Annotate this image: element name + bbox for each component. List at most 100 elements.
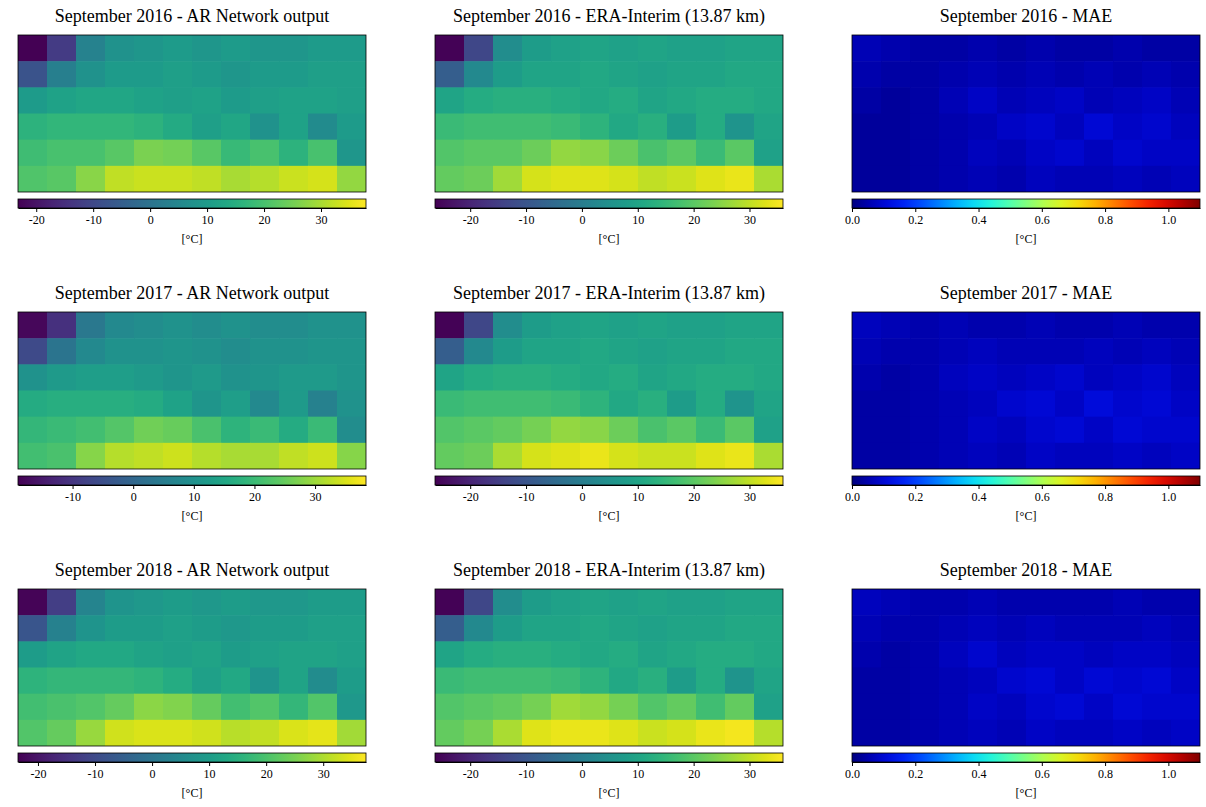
heatmap-cell xyxy=(725,589,755,616)
heatmap-cell xyxy=(939,87,969,114)
heatmap-cell xyxy=(47,641,77,668)
heatmap-cell xyxy=(221,140,251,167)
tick: -10 xyxy=(88,762,104,781)
tick: 10 xyxy=(202,208,214,227)
heatmap-cell xyxy=(192,615,222,642)
heatmap-cell xyxy=(105,35,135,62)
heatmap-cell xyxy=(696,641,726,668)
heatmap-cell xyxy=(939,35,969,62)
heatmap-cell xyxy=(910,641,940,668)
tick: 0.8 xyxy=(1098,762,1113,781)
heatmap-cell xyxy=(1113,61,1143,88)
heatmap-cell xyxy=(696,364,726,391)
heatmap-cell xyxy=(493,312,523,339)
heatmap-cell xyxy=(308,641,338,668)
tick: 0.2 xyxy=(908,762,923,781)
heatmap-cell xyxy=(221,87,251,114)
heatmap-cell xyxy=(308,114,338,141)
heatmap-cell xyxy=(1171,641,1200,668)
heatmap-cell xyxy=(308,364,338,391)
heatmap-cell xyxy=(1055,140,1085,167)
colorbar xyxy=(435,753,783,762)
heatmap-cell xyxy=(696,417,726,444)
heatmap-cell xyxy=(192,35,222,62)
heatmap-cell xyxy=(939,443,969,469)
heatmap-cell xyxy=(997,338,1027,365)
heatmap-cell xyxy=(337,140,366,167)
heatmap-cell xyxy=(279,417,309,444)
heatmap-cell xyxy=(308,312,338,339)
heatmap-cell xyxy=(250,443,280,469)
heatmap-cell xyxy=(638,720,668,746)
tick-mark xyxy=(749,485,750,489)
heatmap-cell xyxy=(221,114,251,141)
heatmap-cell xyxy=(221,391,251,418)
heatmap-cell xyxy=(279,114,309,141)
heatmap-cell xyxy=(435,668,465,695)
tick-label: 0 xyxy=(131,490,137,504)
heatmap-cell xyxy=(105,417,135,444)
heatmap-cell xyxy=(47,87,77,114)
heatmap-cell xyxy=(279,720,309,746)
tick-label: -10 xyxy=(519,213,535,227)
tick-label: 30 xyxy=(310,490,322,504)
colorbar-label: [°C] xyxy=(599,509,620,523)
heatmap-cell xyxy=(250,61,280,88)
tick-label: 30 xyxy=(316,213,328,227)
tick-mark xyxy=(979,208,980,212)
heatmap-cell xyxy=(609,615,639,642)
tick-label: 30 xyxy=(318,767,330,781)
heatmap-cell xyxy=(192,391,222,418)
heatmap-cell xyxy=(667,615,697,642)
heatmap-cell xyxy=(968,417,998,444)
heatmap-cell xyxy=(337,641,366,668)
heatmap-cell xyxy=(1171,114,1200,141)
heatmap-cell xyxy=(1055,61,1085,88)
tick-mark xyxy=(694,485,695,489)
heatmap-cell xyxy=(76,443,106,469)
heatmap-cell xyxy=(18,417,48,444)
heatmap-cell xyxy=(1142,417,1172,444)
heatmap-cell xyxy=(725,391,755,418)
heatmap-cell xyxy=(192,720,222,746)
heatmap-cell xyxy=(250,720,280,746)
panel: September 2016 - AR Network output-20-10… xyxy=(18,6,367,246)
heatmap-cell xyxy=(1142,589,1172,616)
heatmap-cell xyxy=(464,668,494,695)
heatmap-cell xyxy=(18,140,48,167)
colorbar-axis-line xyxy=(19,208,367,209)
heatmap-cell xyxy=(939,114,969,141)
tick-label: -20 xyxy=(29,213,45,227)
tick-label: -20 xyxy=(463,213,479,227)
heatmap-cell xyxy=(47,443,77,469)
heatmap-cell xyxy=(221,312,251,339)
heatmap-cell xyxy=(580,641,610,668)
tick-label: -20 xyxy=(463,767,479,781)
heatmap-cell xyxy=(435,61,465,88)
heatmap-cell xyxy=(997,312,1027,339)
heatmap-cell xyxy=(910,140,940,167)
heatmap-cell xyxy=(1142,114,1172,141)
heatmap-cells xyxy=(852,589,1200,746)
tick-mark xyxy=(852,208,853,212)
heatmap-cell xyxy=(1113,166,1143,192)
heatmap-cell xyxy=(910,35,940,62)
map-frame xyxy=(18,589,366,746)
heatmap-cell xyxy=(337,166,366,192)
heatmap-cell xyxy=(609,694,639,721)
heatmap-cell xyxy=(192,140,222,167)
tick-label: 20 xyxy=(688,213,700,227)
heatmap-cell xyxy=(279,641,309,668)
heatmap-cell xyxy=(1084,338,1114,365)
heatmap-cell xyxy=(638,35,668,62)
heatmap-cell xyxy=(163,140,193,167)
tick-label: 10 xyxy=(202,213,214,227)
heatmap-cell xyxy=(1142,443,1172,469)
tick: 0 xyxy=(579,485,585,504)
heatmap-cell xyxy=(522,417,552,444)
heatmap-cell xyxy=(493,114,523,141)
heatmap-cell xyxy=(464,417,494,444)
heatmap-cell xyxy=(435,417,465,444)
heatmap-cell xyxy=(609,589,639,616)
tick: 20 xyxy=(261,762,273,781)
